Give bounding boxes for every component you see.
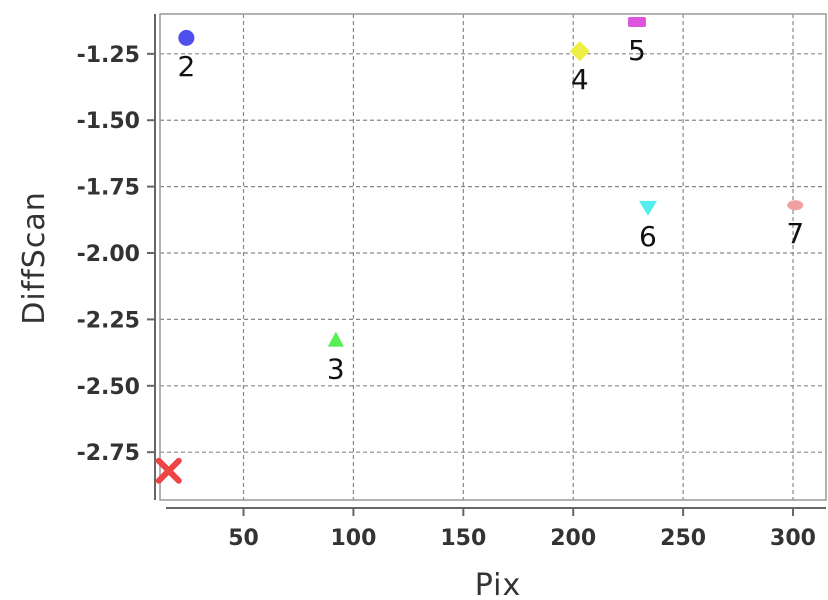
y-tick-label: -1.75 <box>77 176 140 201</box>
y-tick-label: -2.75 <box>77 441 140 466</box>
y-tick-label: -1.25 <box>77 43 140 68</box>
data-point-5: 5 <box>627 16 646 67</box>
x-axis-title: Pix <box>475 568 522 600</box>
point-marker <box>787 200 804 211</box>
grid-layer <box>160 14 826 500</box>
point-label: 7 <box>786 217 804 250</box>
point-marker <box>627 16 646 27</box>
x-tick-label: 200 <box>550 526 596 551</box>
point-label: 2 <box>177 50 195 83</box>
y-tick-label: -1.50 <box>77 109 140 134</box>
x-tick-label: 50 <box>228 526 259 551</box>
point-label: 5 <box>628 34 646 67</box>
x-tick-label: 100 <box>330 526 376 551</box>
data-point-7: 7 <box>786 200 804 250</box>
point-label: 4 <box>571 63 589 96</box>
data-point-3: 3 <box>327 331 345 386</box>
x-tick-label: 150 <box>440 526 486 551</box>
data-points: 2 3 4 5 6 7 <box>155 16 804 484</box>
point-label: 3 <box>327 353 345 386</box>
point-label: 6 <box>639 220 657 253</box>
x-tick-label: 250 <box>660 526 706 551</box>
y-tick-label: -2.25 <box>77 308 140 333</box>
data-point-2: 2 <box>177 29 195 83</box>
plot-frame <box>159 13 827 501</box>
y-axis-title: DiffScan <box>17 191 52 325</box>
data-point-6: 6 <box>638 200 657 253</box>
point-marker <box>638 200 657 216</box>
data-point-unlabeled-0 <box>155 457 182 484</box>
point-marker <box>178 29 195 46</box>
x-tick-label: 300 <box>770 526 816 551</box>
data-point-4: 4 <box>569 41 590 96</box>
point-marker <box>569 41 590 62</box>
axes-layer <box>147 13 827 516</box>
y-tick-label: -2.00 <box>77 242 140 267</box>
point-marker <box>155 457 182 484</box>
y-tick-label: -2.50 <box>77 375 140 400</box>
point-marker <box>327 331 344 347</box>
tick-labels: 50 100 150 200 250 300 -1.25 -1.50 -1.75 -2.00 -2.… <box>77 43 816 551</box>
